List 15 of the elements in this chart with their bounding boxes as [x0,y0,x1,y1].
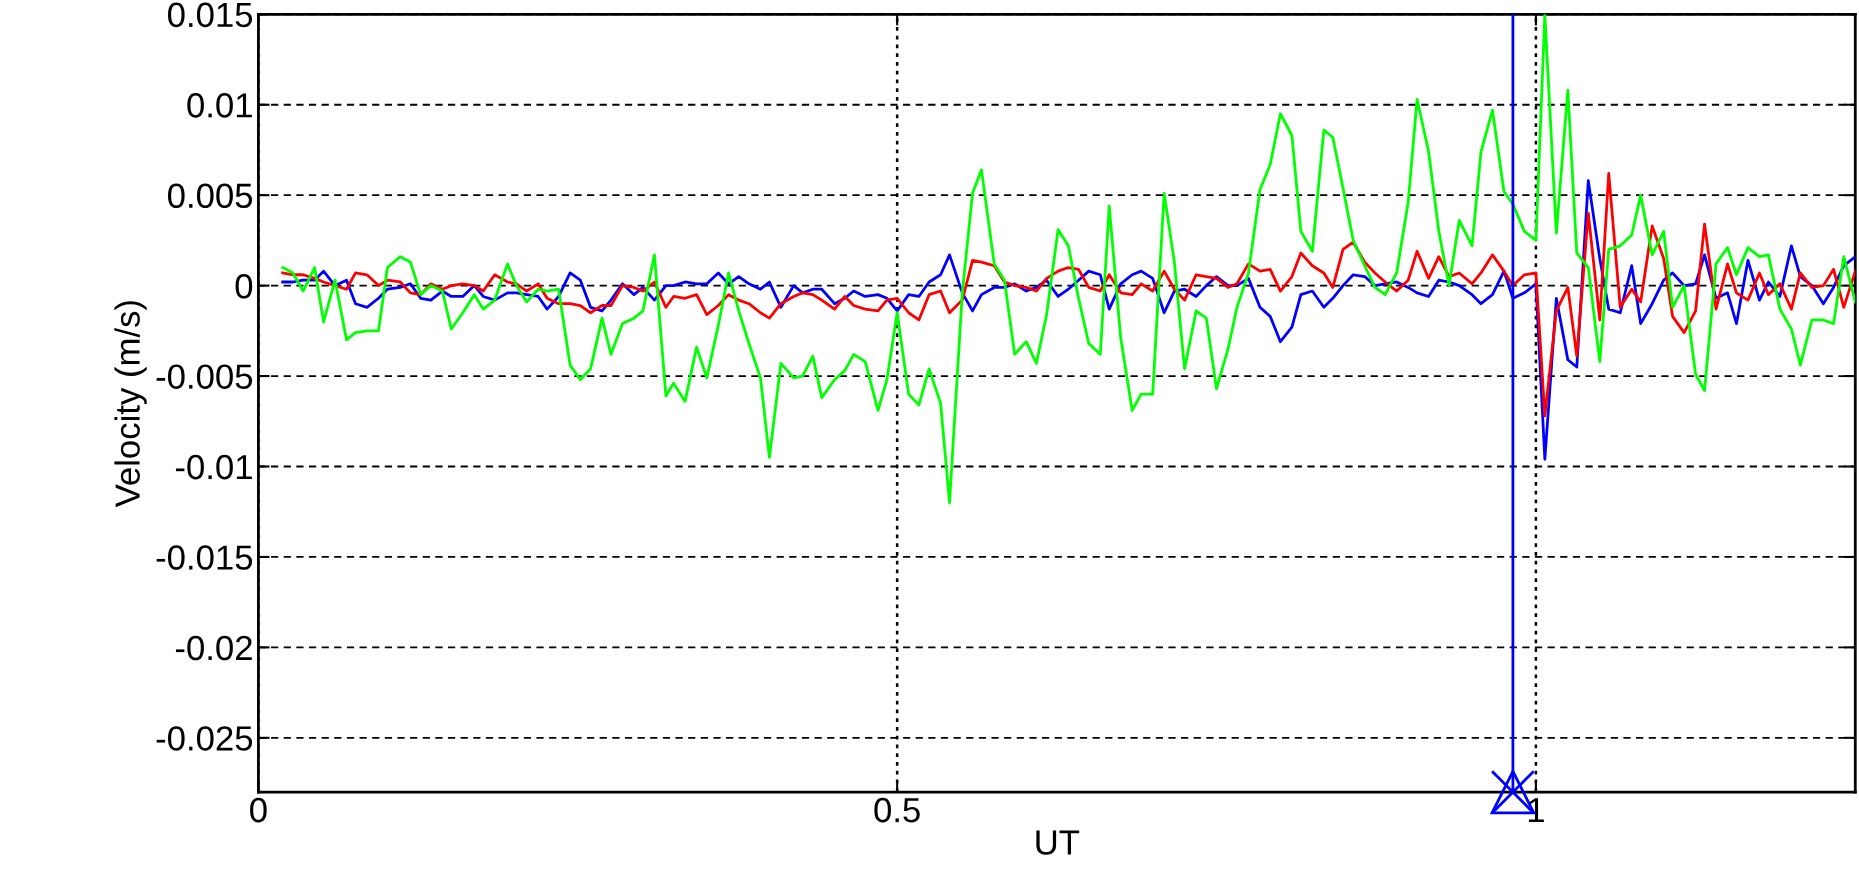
y-axis-title: Velocity (m/s) [114,301,147,508]
x-tick-label: 1 [1528,798,1544,823]
line-series [281,14,1856,505]
y-tick-label: -0.02 [175,635,252,661]
y-tick-label: 0.005 [168,183,253,209]
y-tick-label: 0 [235,273,253,299]
x-tick-label: 0.5 [874,797,920,823]
y-tick-label: -0.025 [156,726,253,751]
y-tick-label: -0.015 [156,545,253,570]
line-series [281,172,1856,418]
y-tick-label: 0.015 [168,2,253,28]
y-tick-label: 0.01 [187,93,252,118]
y-tick-label: -0.01 [175,454,252,480]
y-tick-label: -0.005 [156,364,253,389]
x-axis-title: UT [1036,830,1080,855]
